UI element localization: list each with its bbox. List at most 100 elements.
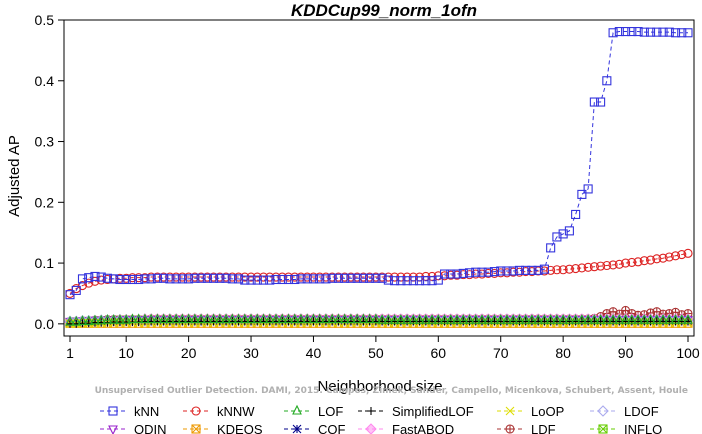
data-point-knn: [96, 272, 106, 282]
y-tick-label: 0.1: [35, 255, 55, 271]
data-point-knn: [658, 27, 668, 37]
data-point-lof: [589, 313, 600, 324]
y-tick-label: 0.5: [35, 12, 55, 28]
data-point-knn: [664, 27, 674, 37]
data-point-knn: [277, 274, 287, 285]
data-point-knn: [421, 276, 431, 286]
x-tick-label: 20: [181, 345, 197, 361]
data-point-lof: [508, 313, 519, 324]
legend-marker-ldf: [505, 424, 515, 434]
series-points-lof: [65, 313, 693, 326]
data-point-knnw: [633, 257, 643, 267]
data-point-lof: [65, 315, 75, 326]
data-point-lof: [514, 313, 525, 324]
x-tick-label: 30: [243, 345, 259, 361]
legend-marker-knnw: [191, 406, 201, 416]
data-point-lof: [339, 313, 350, 324]
data-point-lof: [140, 313, 150, 324]
legend-marker-cof: [292, 424, 302, 434]
data-point-lof: [658, 313, 668, 324]
data-point-lof: [445, 313, 456, 324]
legend-label: LoOP: [531, 404, 564, 419]
data-point-lof: [177, 313, 188, 324]
data-point-lof: [595, 313, 606, 324]
data-point-lof: [477, 313, 487, 324]
data-point-knn: [71, 285, 81, 295]
data-point-knn: [452, 269, 462, 279]
data-point-knn: [546, 243, 556, 253]
data-point-knn: [302, 274, 312, 284]
data-point-knn: [352, 273, 362, 283]
data-point-knn: [315, 274, 325, 284]
data-point-knn: [77, 274, 88, 284]
plot-frame: [63, 19, 695, 337]
y-tick-label: 0.0: [35, 316, 55, 332]
data-point-lof: [90, 314, 100, 325]
data-point-lof: [258, 313, 269, 324]
data-point-lof: [608, 313, 618, 324]
data-point-knn: [308, 274, 319, 284]
data-point-lof: [83, 315, 94, 325]
data-point-lof: [246, 313, 256, 324]
data-point-knn: [184, 274, 194, 284]
data-point-knn: [258, 275, 269, 285]
data-point-lof: [214, 313, 225, 324]
data-point-knnw: [546, 265, 556, 275]
data-point-knn: [140, 274, 150, 284]
data-point-knn: [564, 226, 574, 236]
legend-item-lof: LOF: [284, 404, 343, 419]
data-point-knn: [358, 273, 368, 283]
data-point-knn: [446, 269, 456, 279]
data-point-lof: [558, 313, 569, 324]
data-point-knn: [552, 232, 562, 242]
data-point-lof: [196, 313, 206, 324]
data-point-lof: [533, 313, 544, 324]
data-point-knn: [571, 209, 581, 220]
data-point-lof: [227, 313, 238, 324]
data-point-knn: [240, 275, 250, 285]
data-point-knn: [402, 276, 412, 286]
legend-item-inflo: INFLO: [590, 422, 662, 434]
legend-item-cof: COF: [284, 422, 346, 434]
data-point-knnw: [571, 263, 581, 274]
data-point-knnw: [608, 260, 618, 270]
data-point-knnw: [552, 265, 562, 275]
data-point-knn: [577, 189, 587, 199]
data-point-knnw: [664, 252, 674, 262]
data-point-lof: [564, 313, 575, 324]
data-point-knn: [433, 275, 443, 285]
data-point-knn: [596, 97, 606, 107]
data-point-lof: [520, 313, 531, 324]
legend-marker-simplifiedlof: [367, 407, 375, 415]
data-point-lof: [670, 313, 681, 324]
legend-item-simplifiedlof: SimplifiedLOF: [358, 404, 474, 419]
data-point-knn: [589, 97, 599, 107]
x-tick-label: 50: [368, 345, 384, 361]
data-point-lof: [321, 313, 331, 324]
data-point-knn: [464, 268, 475, 278]
legend-label: SimplifiedLOF: [392, 404, 474, 419]
data-point-lof: [377, 313, 388, 324]
data-point-lof: [133, 313, 144, 324]
series-line-knnw: [69, 252, 689, 294]
data-point-knn: [296, 274, 306, 284]
data-point-knn: [221, 273, 231, 283]
data-point-knn: [427, 276, 437, 286]
data-point-knnw: [602, 260, 612, 271]
data-point-lof: [164, 313, 175, 324]
data-point-lof: [71, 315, 82, 326]
data-point-lof: [614, 313, 625, 324]
data-point-knn: [246, 275, 256, 285]
data-point-knn: [159, 273, 169, 283]
plot-area: 1 10 20 30 40 50 60 70 80 90 100 0.0 0.1 0.2 0.3 0.4 0.5: [35, 12, 700, 361]
data-point-lof: [464, 313, 475, 324]
data-point-knn: [190, 273, 200, 283]
data-point-knn: [327, 273, 337, 283]
data-point-lof: [439, 313, 450, 324]
data-point-knnw: [670, 251, 681, 261]
legend-marker-inflo: [598, 424, 608, 434]
data-point-lof: [420, 313, 431, 324]
data-point-knn: [84, 273, 94, 283]
